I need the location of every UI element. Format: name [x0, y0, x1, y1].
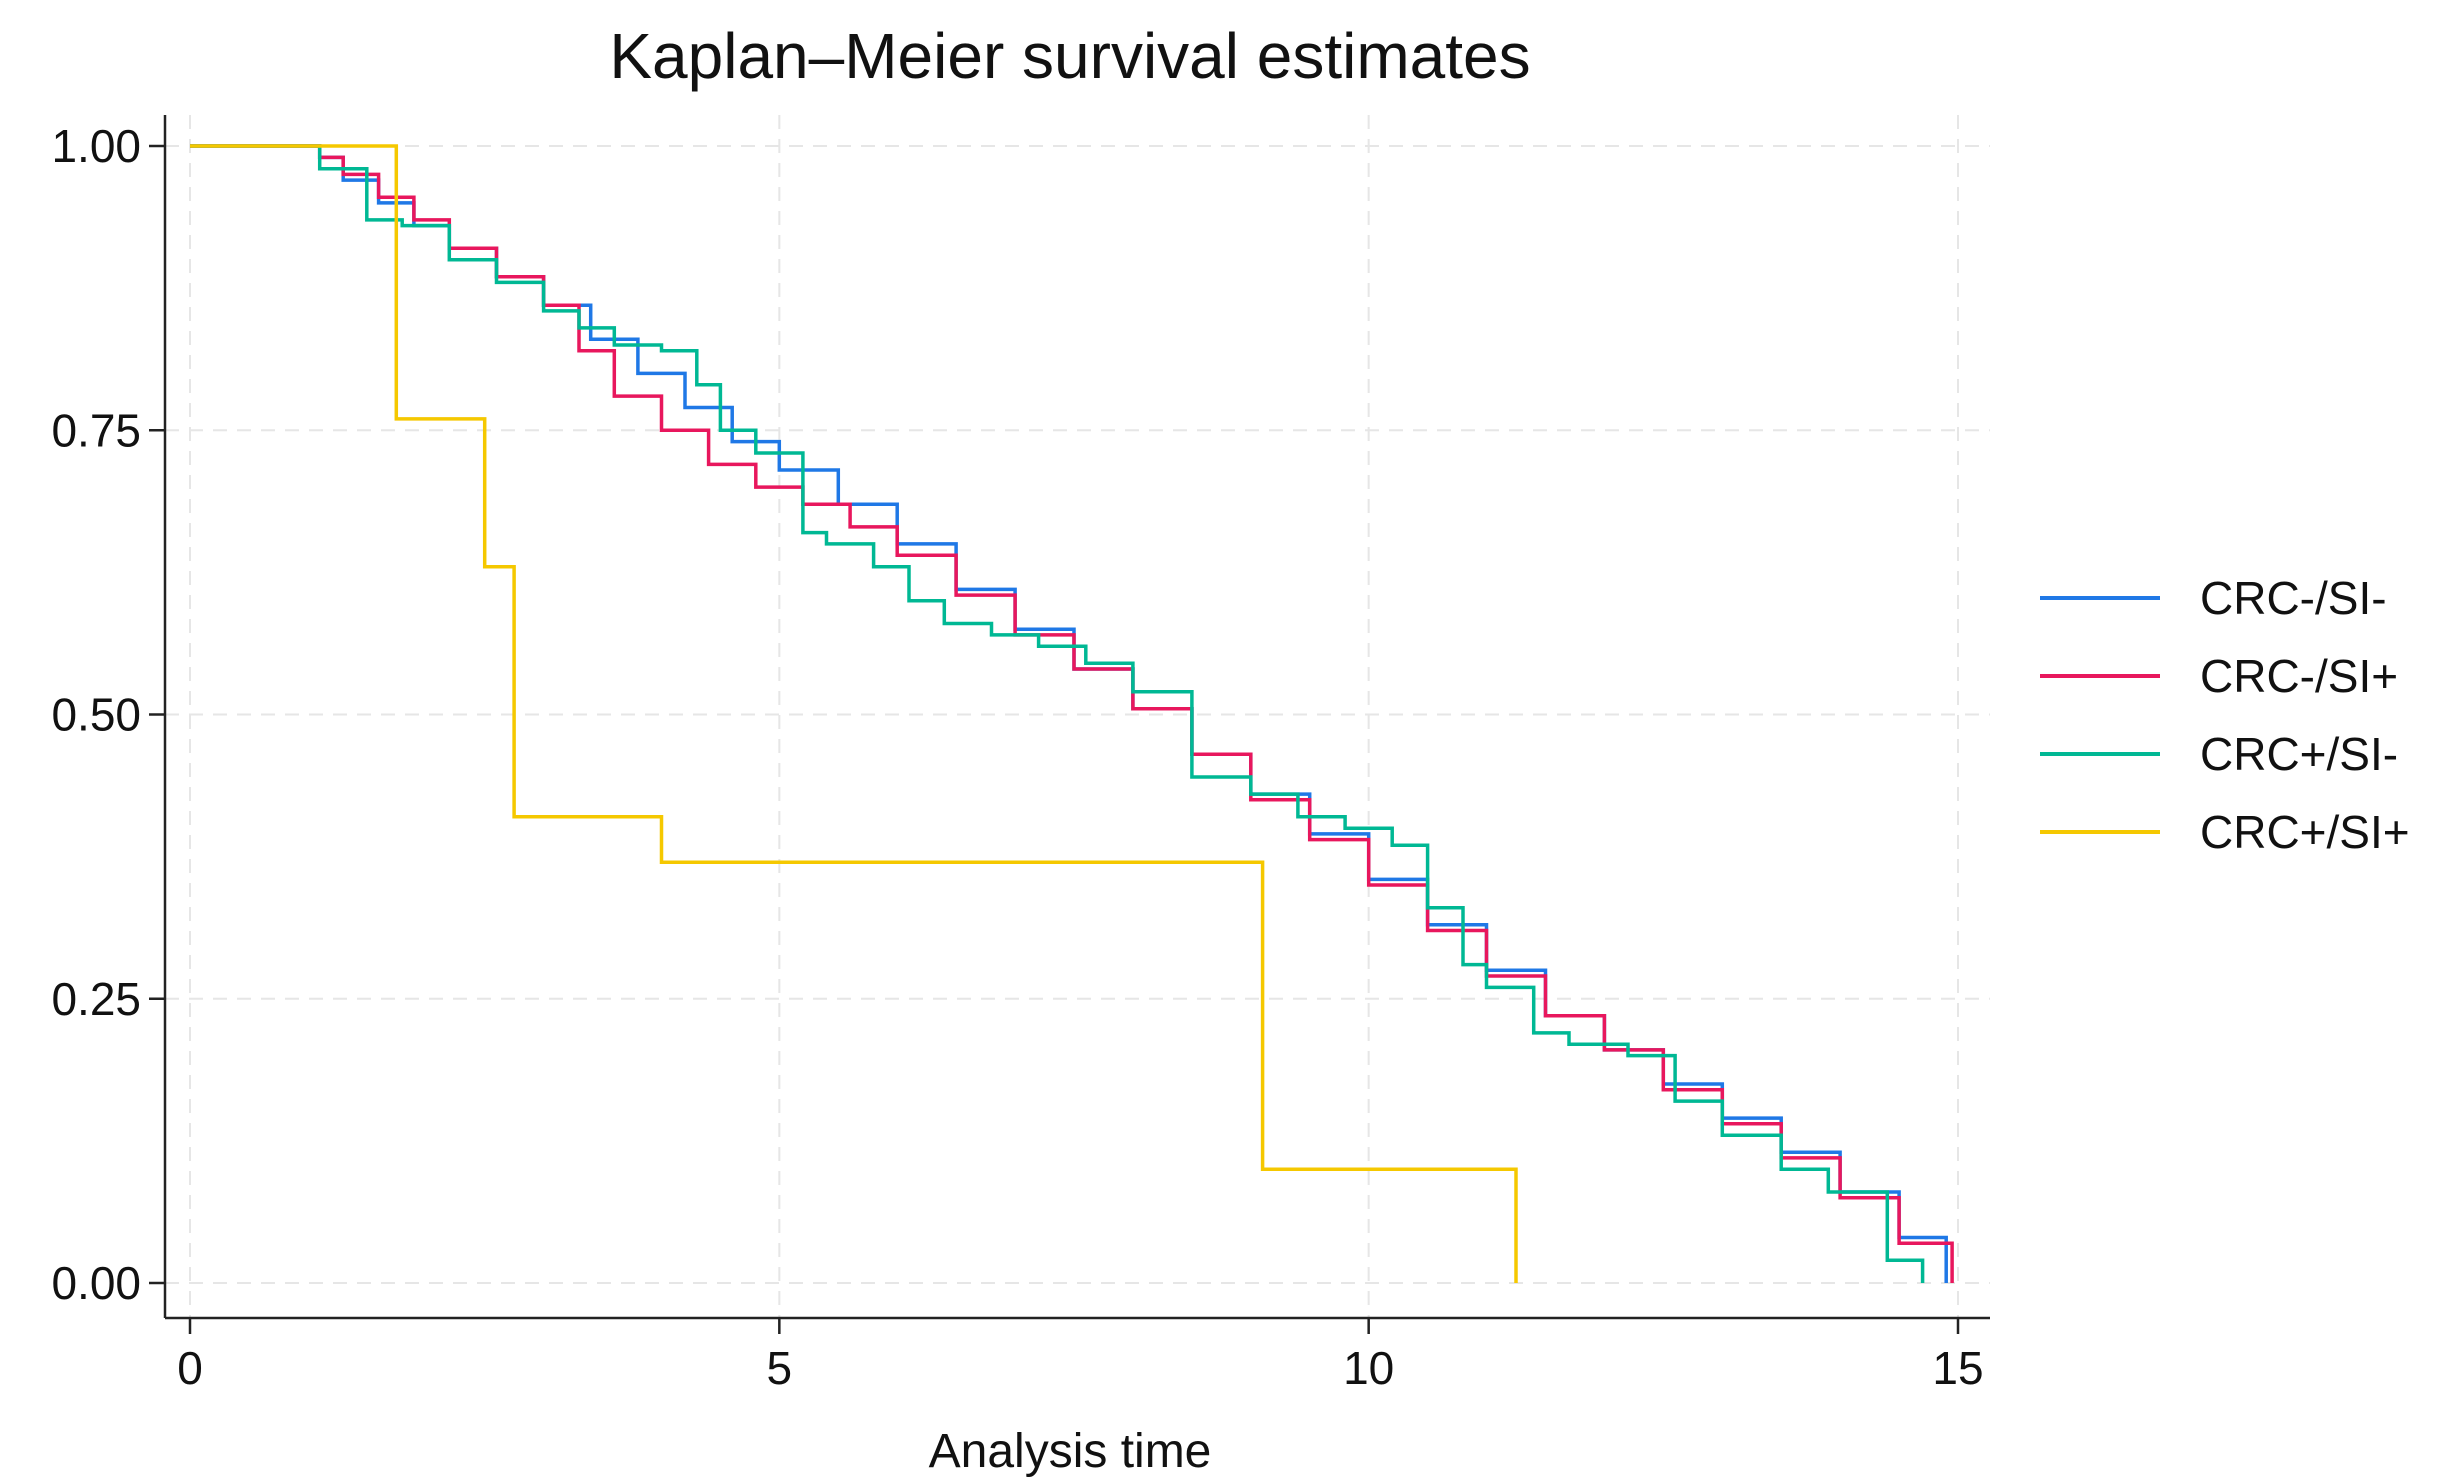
- x-tick-label: 10: [1343, 1342, 1394, 1394]
- axes: [163, 115, 1990, 1320]
- legend-label-crc-si-: CRC-/SI+: [2200, 650, 2398, 702]
- x-axis-label: Analysis time: [929, 1425, 1212, 1478]
- grid: [165, 115, 1990, 1318]
- legend-label-crc-si-: CRC+/SI+: [2200, 806, 2410, 858]
- series-line-crc-si-: [190, 144, 1954, 1283]
- legend-label-crc-si-: CRC-/SI-: [2200, 572, 2387, 624]
- y-tick-label: 0.25: [51, 973, 141, 1025]
- plot-series: [190, 144, 1954, 1283]
- x-tick-label: 15: [1932, 1342, 1983, 1394]
- legend: CRC-/SI- CRC-/SI+ CRC+/SI- CRC+/SI+: [2040, 572, 2410, 858]
- y-tick-label: 1.00: [51, 120, 141, 172]
- y-tick-label: 0.00: [51, 1257, 141, 1309]
- legend-label-crc-si-: CRC+/SI-: [2200, 728, 2398, 780]
- x-tick-label: 5: [767, 1342, 793, 1394]
- y-tick-label: 0.75: [51, 404, 141, 456]
- series-line-crc-si-: [190, 144, 1518, 1283]
- y-tick-label: 0.50: [51, 689, 141, 741]
- series-line-crc-si-: [190, 144, 1925, 1283]
- x-tick-label: 0: [177, 1342, 203, 1394]
- y-axis-ticks: 0.00 0.25 0.50 0.75 1.00: [51, 120, 165, 1309]
- chart-title: Kaplan–Meier survival estimates: [609, 20, 1530, 92]
- x-axis-ticks: 0 5 10 15: [177, 1318, 1984, 1394]
